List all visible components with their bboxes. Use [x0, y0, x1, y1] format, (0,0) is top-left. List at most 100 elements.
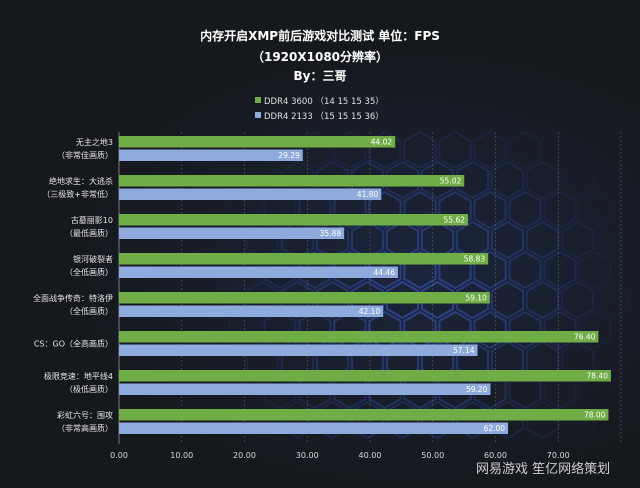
legend-swatch-ddr4-3600 — [255, 97, 261, 103]
data-label: 59.10 — [465, 294, 487, 303]
hex-cell — [455, 220, 490, 260]
hex-cell — [508, 310, 542, 350]
bar-series-0-cat-5 — [119, 331, 599, 343]
title-line-3: By：三哥 — [294, 69, 347, 83]
bar-series-0-cat-6 — [119, 370, 611, 382]
hex-cell — [508, 250, 542, 290]
hex-cell — [315, 220, 350, 260]
hex-cell — [403, 130, 437, 170]
hex-cell — [385, 160, 420, 200]
hex-cell — [473, 310, 507, 350]
hex-cell — [473, 130, 507, 170]
x-tick-label: 20.00 — [233, 451, 256, 460]
hex-cell — [525, 220, 560, 260]
x-tick-label: 40.00 — [359, 451, 382, 460]
hex-cell — [368, 310, 402, 350]
hex-cell — [298, 310, 332, 350]
data-label: 57.14 — [453, 346, 475, 355]
hex-cell — [473, 190, 507, 230]
x-tick-label: 10.00 — [170, 451, 193, 460]
hex-cell — [543, 190, 577, 230]
data-label: 44.02 — [371, 138, 393, 147]
hex-cell — [385, 220, 420, 260]
bar-series-1-cat-6 — [119, 383, 491, 395]
category-label: （非常高画质） — [57, 423, 113, 433]
category-labels: 无主之地3 （非常佳画质） 绝地求生：大逃杀 （三极致+非常低） 古墓丽影10 （最低画质… — [33, 137, 113, 433]
x-axis-ticks: 0.00 10.00 20.00 30.00 40.00 50.00 60.00 70.00 — [110, 451, 570, 460]
category-label: （最低画质） — [65, 228, 113, 238]
title-line-1: 内存开启XMP前后游戏对比测试 单位：FPS — [200, 28, 440, 43]
title-line-2: （1920X1080分辨率） — [252, 49, 388, 64]
data-label: 59.20 — [466, 385, 488, 394]
x-tick-label: 70.00 — [547, 451, 570, 460]
hex-cell — [350, 280, 385, 320]
hex-cell — [385, 280, 420, 320]
category-label: 极限竞速：地平线4 — [44, 371, 113, 381]
bar-series-0-cat-7 — [119, 409, 609, 421]
hex-cell — [508, 130, 542, 170]
data-label: 41.80 — [357, 190, 379, 199]
x-tick-label: 50.00 — [421, 451, 444, 460]
legend: DDR4 3600 （14 15 15 35） DDR4 2133 （15 15… — [255, 96, 384, 122]
bars: 44.02 29.29 55.02 41.80 55.62 35.88 58.83 44.46… — [119, 136, 611, 434]
hex-cell — [543, 310, 577, 350]
bar-series-1-cat-2 — [119, 227, 345, 239]
category-label: 绝地求生：大逃杀 — [49, 176, 113, 186]
hex-cell — [578, 250, 612, 290]
hex-cell — [525, 280, 560, 320]
hex-cell — [525, 160, 560, 200]
hex-cell — [438, 190, 472, 230]
bar-series-0-cat-0 — [119, 136, 396, 148]
hex-cell — [280, 280, 315, 320]
hex-cell — [403, 310, 437, 350]
category-label: 古墓丽影10 — [71, 215, 113, 225]
hex-cell — [350, 220, 385, 260]
category-label: （三极致+非常低） — [42, 189, 113, 199]
hex-cell — [543, 250, 577, 290]
category-label: （非常佳画质） — [57, 150, 113, 160]
category-label: 彩虹六号：围攻 — [57, 410, 113, 420]
bar-series-0-cat-3 — [119, 253, 489, 265]
hex-cell — [490, 160, 525, 200]
hex-cell — [420, 280, 455, 320]
hex-cell — [420, 160, 455, 200]
hex-cell — [562, 162, 593, 198]
x-tick-label: 0.00 — [110, 451, 128, 460]
hex-cell — [455, 160, 490, 200]
hex-cell — [560, 220, 595, 260]
hex-cell — [263, 310, 297, 350]
bar-series-1-cat-1 — [119, 188, 382, 200]
bar-series-0-cat-2 — [119, 214, 469, 226]
hex-cell — [245, 220, 280, 260]
category-label: （全低画质） — [65, 306, 113, 316]
x-tick-label: 30.00 — [296, 451, 319, 460]
category-label: 全面战争传奇：特洛伊 — [33, 293, 113, 303]
hex-cell — [368, 190, 402, 230]
hex-cell — [490, 220, 525, 260]
hex-cell — [420, 220, 455, 260]
hex-cell — [333, 190, 367, 230]
hex-cell — [210, 280, 245, 320]
data-label: 55.02 — [440, 177, 462, 186]
legend-swatch-ddr4-2133 — [255, 112, 261, 118]
data-label: 44.46 — [374, 268, 396, 277]
hex-cell — [578, 310, 612, 350]
hex-cell — [228, 310, 262, 350]
watermark: 网易游戏 笙亿网络策划 — [476, 461, 610, 477]
data-label: 42.10 — [359, 307, 381, 316]
data-label: 58.83 — [464, 255, 486, 264]
data-label: 78.00 — [584, 411, 606, 420]
hex-cell — [280, 220, 315, 260]
hex-cell — [333, 310, 367, 350]
category-label: 银河破裂者 — [73, 254, 113, 264]
hex-cell — [315, 280, 350, 320]
bar-series-1-cat-0 — [119, 149, 303, 161]
legend-label-ddr4-3600: DDR4 3600 （14 15 15 35） — [264, 96, 384, 107]
bar-series-0-cat-1 — [119, 175, 465, 187]
data-label: 55.62 — [444, 216, 466, 225]
category-label: CS：GO（全高画质） — [34, 339, 113, 349]
category-label: （全低画质） — [65, 267, 113, 277]
data-label: 62.00 — [484, 424, 506, 433]
